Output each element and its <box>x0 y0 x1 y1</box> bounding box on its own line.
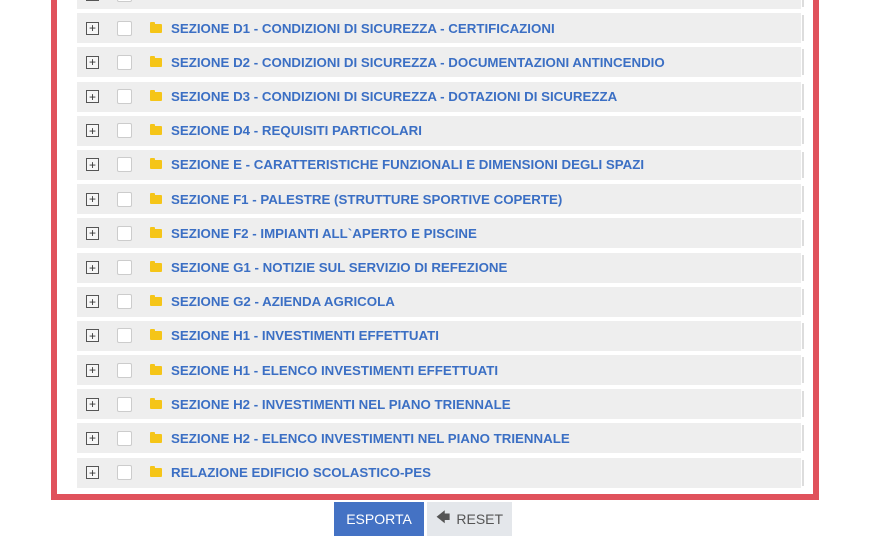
tree-row: + SEZIONE H2 - INVESTIMENTI NEL PIANO TRI… <box>77 389 804 420</box>
section-label[interactable]: SEZIONE H1 - ELENCO INVESTIMENTI EFFETTU… <box>171 362 499 378</box>
folder-icon <box>150 158 162 170</box>
tree-row: + SEZIONE H1 - INVESTIMENTI EFFETTUATI <box>77 320 804 351</box>
tree-row: + SEZIONE D1 - CONDIZIONI DI SICUREZZA - … <box>77 13 804 44</box>
section-label[interactable]: SEZIONE D2 - CONDIZIONI DI SICUREZZA - D… <box>171 54 665 70</box>
row-checkbox[interactable] <box>117 89 132 105</box>
section-label[interactable]: SEZIONE H2 - ELENCO INVESTIMENTI NEL PIA… <box>171 430 570 446</box>
tree-row: + SEZIONE G1 - NOTIZIE SUL SERVIZIO DI RE… <box>77 252 804 283</box>
tree-row: + SEZIONE E - CARATTERISTICHE FUNZIONALI … <box>77 149 804 180</box>
expand-icon[interactable]: + <box>86 261 99 274</box>
folder-icon <box>150 397 162 409</box>
expand-icon[interactable]: + <box>86 90 99 104</box>
row-checkbox[interactable] <box>117 225 132 241</box>
expand-icon[interactable]: + <box>86 0 99 1</box>
reset-label: RESET <box>456 511 504 527</box>
folder-icon <box>150 431 162 443</box>
section-label[interactable]: SEZIONE H2 - INVESTIMENTI NEL PIANO TRIE… <box>171 396 511 412</box>
tree-row: + SEZIONE H2 - ELENCO INVESTIMENTI NEL PI… <box>77 423 804 454</box>
expand-icon[interactable]: + <box>86 124 99 138</box>
section-label[interactable]: SEZIONE G1 - NOTIZIE SUL SERVIZIO DI REF… <box>171 260 508 275</box>
tree-row: + SEZIONE F1 - PALESTRE (STRUTTURE SPORTI… <box>77 184 804 215</box>
reset-button[interactable]: 🡄 RESET <box>427 502 512 536</box>
folder-icon <box>150 363 162 375</box>
expand-icon[interactable]: + <box>86 55 99 69</box>
expand-icon[interactable]: + <box>86 21 99 35</box>
expand-icon[interactable]: + <box>86 295 99 309</box>
section-tree: + + SEZIONE D1 - CONDIZIONI DI SICUREZZA -… <box>77 0 804 492</box>
row-checkbox[interactable] <box>117 362 132 378</box>
section-label[interactable]: SEZIONE F2 - IMPIANTI ALL`APERTO E PISCI… <box>171 225 477 241</box>
tree-row: + <box>77 0 804 9</box>
section-label[interactable]: SEZIONE G2 - AZIENDA AGRICOLA <box>171 294 395 310</box>
row-checkbox[interactable] <box>117 465 132 481</box>
folder-icon <box>150 192 162 204</box>
folder-icon <box>150 261 162 272</box>
folder-icon <box>150 466 162 478</box>
folder-icon <box>150 90 162 102</box>
expand-icon[interactable]: + <box>86 329 99 343</box>
row-checkbox[interactable] <box>117 123 132 139</box>
folder-icon <box>150 295 162 307</box>
folder-icon <box>150 55 162 67</box>
expand-icon[interactable]: + <box>86 192 99 206</box>
folder-icon <box>150 21 162 33</box>
arrow-left-icon: 🡄 <box>435 509 451 525</box>
row-checkbox[interactable] <box>117 294 132 310</box>
row-checkbox[interactable] <box>117 54 132 70</box>
tree-row: + RELAZIONE EDIFICIO SCOLASTICO-PES <box>77 457 804 488</box>
row-checkbox[interactable] <box>117 396 132 412</box>
row-checkbox[interactable] <box>117 191 132 207</box>
export-button[interactable]: ESPORTA <box>334 502 424 536</box>
row-checkbox[interactable] <box>117 157 132 173</box>
section-label[interactable]: SEZIONE D4 - REQUISITI PARTICOLARI <box>171 123 422 139</box>
row-checkbox[interactable] <box>117 260 132 275</box>
row-checkbox[interactable] <box>117 0 132 2</box>
row-checkbox[interactable] <box>117 430 132 446</box>
section-label[interactable]: SEZIONE D3 - CONDIZIONI DI SICUREZZA - D… <box>171 89 618 105</box>
tree-row: + SEZIONE F2 - IMPIANTI ALL`APERTO E PISC… <box>77 218 804 249</box>
section-label[interactable]: SEZIONE D1 - CONDIZIONI DI SICUREZZA - C… <box>171 20 555 36</box>
tree-row: + SEZIONE D4 - REQUISITI PARTICOLARI <box>77 115 804 146</box>
tree-row: + SEZIONE G2 - AZIENDA AGRICOLA <box>77 286 804 317</box>
expand-icon[interactable]: + <box>86 466 99 480</box>
section-label[interactable]: SEZIONE E - CARATTERISTICHE FUNZIONALI E… <box>171 157 645 173</box>
folder-icon <box>150 226 162 238</box>
section-label[interactable]: SEZIONE F1 - PALESTRE (STRUTTURE SPORTIV… <box>171 191 563 207</box>
section-label[interactable]: RELAZIONE EDIFICIO SCOLASTICO-PES <box>171 465 432 481</box>
tree-row: + SEZIONE D2 - CONDIZIONI DI SICUREZZA - … <box>77 47 804 78</box>
folder-icon <box>150 124 162 136</box>
expand-icon[interactable]: + <box>86 158 99 172</box>
row-checkbox[interactable] <box>117 20 132 36</box>
section-label[interactable]: SEZIONE H1 - INVESTIMENTI EFFETTUATI <box>171 328 439 344</box>
row-checkbox[interactable] <box>117 328 132 344</box>
tree-row: + SEZIONE D3 - CONDIZIONI DI SICUREZZA - … <box>77 81 804 112</box>
expand-icon[interactable]: + <box>86 431 99 445</box>
expand-icon[interactable]: + <box>86 363 99 377</box>
tree-row: + SEZIONE H1 - ELENCO INVESTIMENTI EFFETT… <box>77 355 804 386</box>
folder-icon <box>150 329 162 341</box>
expand-icon[interactable]: + <box>86 226 99 240</box>
expand-icon[interactable]: + <box>86 397 99 411</box>
